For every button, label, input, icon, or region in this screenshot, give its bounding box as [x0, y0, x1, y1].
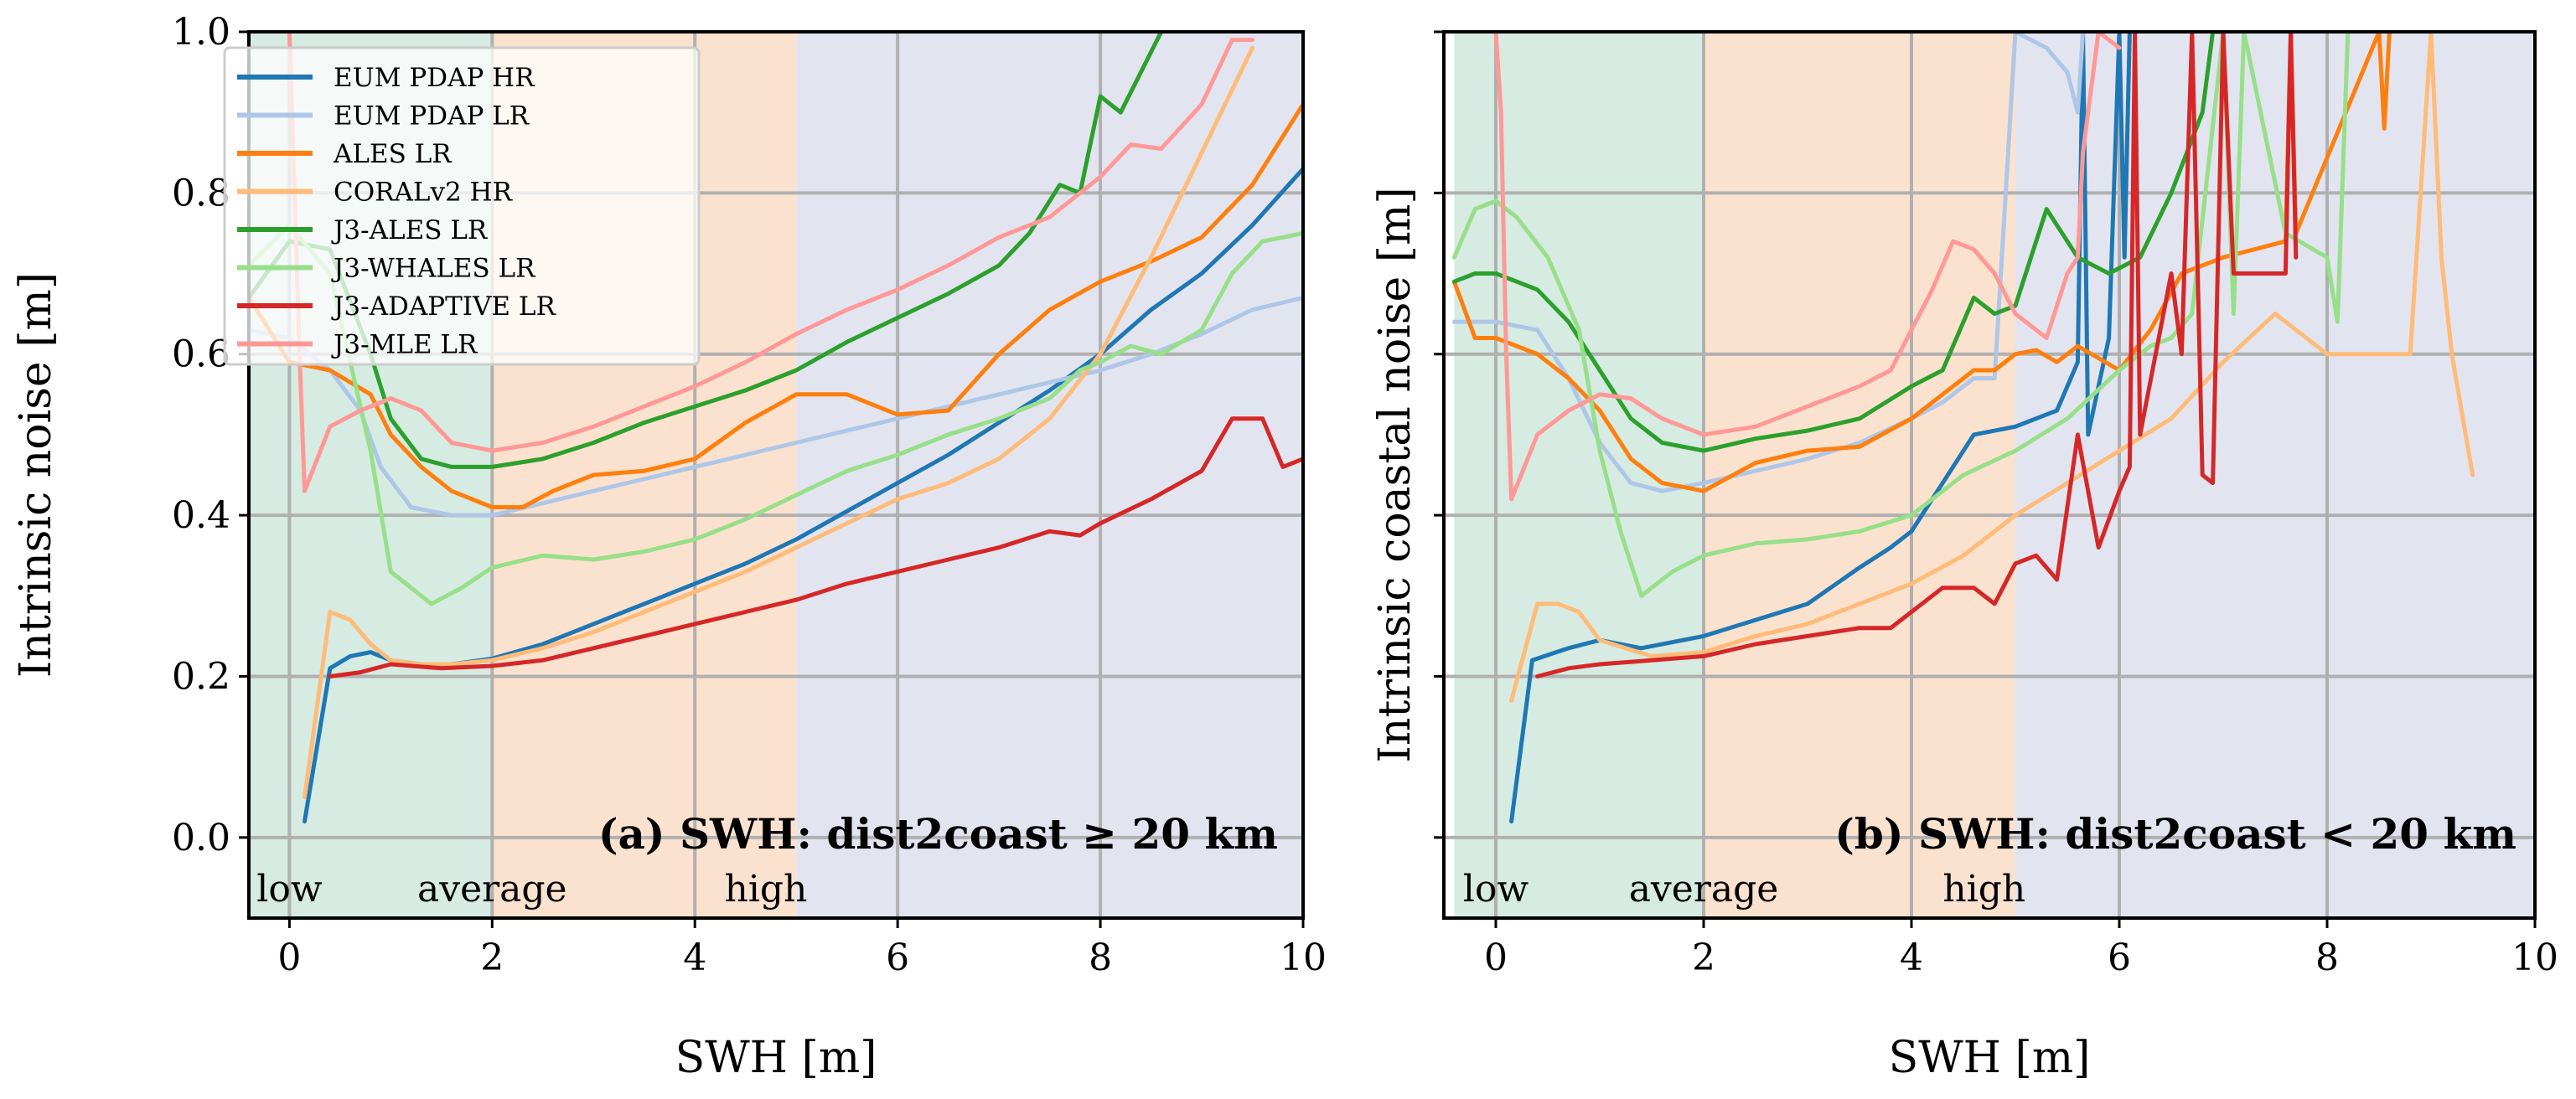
x-tick-label: 2 — [480, 936, 504, 979]
series-line-coralv2-hr — [1509, 32, 2475, 703]
legend-label-j3-adaptive-lr: J3-ADAPTIVE LR — [331, 292, 556, 322]
x-tick-label: 2 — [1692, 936, 1715, 979]
panel-a: 0 2 4 6 8 10 0.0 0.2 0.4 0.6 0.8 1.0 low average hig… — [11, 11, 1327, 1083]
panel-a-ylabel: Intrinsic noise [m] — [11, 272, 61, 678]
regime-label-low: low — [1463, 868, 1529, 911]
legend-label-ales-lr: ALES LR — [333, 139, 453, 169]
legend-label-coralv2-hr: CORALv2 HR — [334, 178, 514, 208]
panel-b-regime-labels: low average high — [1463, 868, 2025, 911]
regime-band-low — [1454, 32, 1704, 918]
series-line-j3-mle-lr — [287, 32, 1254, 493]
panel-a-series — [249, 32, 1303, 824]
legend-label-eum-pdap-lr: EUM PDAP LR — [334, 101, 530, 132]
panel-a-y-ticks: 0.0 0.2 0.4 0.6 0.8 1.0 — [172, 11, 249, 859]
regime-label-average: average — [417, 868, 567, 911]
x-tick-label: 6 — [2108, 936, 2131, 979]
panel-a-x-ticks: 0 2 4 6 8 10 — [277, 918, 1327, 979]
panel-b-frame — [1442, 30, 2537, 920]
regime-band-average — [1704, 32, 2015, 918]
y-tick-label: 0.8 — [172, 172, 230, 214]
series-line-j3-whales-lr — [1451, 32, 2351, 598]
panel-a-xlabel: SWH [m] — [675, 1033, 877, 1083]
panel-b-xlabel: SWH [m] — [1889, 1033, 2091, 1083]
series-line-j3-whales-lr — [249, 223, 1303, 606]
y-tick-label: 0.6 — [172, 333, 230, 376]
series-line-ales-lr — [249, 102, 1303, 509]
regime-label-high: high — [724, 868, 807, 911]
series-line-eum-pdap-lr — [249, 295, 1303, 518]
panel-b-title: (b) SWH: dist2coast < 20 km — [1834, 809, 2517, 859]
regime-label-low: low — [256, 868, 323, 911]
x-tick-label: 6 — [886, 936, 909, 979]
panel-b-x-ticks: 0 2 4 6 8 10 — [1484, 918, 2558, 979]
panel-b-regime-bands — [1454, 32, 2535, 918]
y-tick-label: 0.4 — [172, 494, 230, 537]
x-tick-label: 8 — [2315, 936, 2339, 979]
x-tick-label: 10 — [2511, 936, 2558, 979]
legend-label-j3-ales-lr: J3-ALES LR — [331, 215, 489, 245]
series-line-j3-ales-lr — [1451, 32, 2226, 453]
legend-label-eum-pdap-hr: EUM PDAP HR — [334, 63, 535, 93]
legend-label-j3-whales-lr: J3-WHALES LR — [331, 254, 536, 284]
series-line-coralv2-hr — [303, 45, 1254, 800]
x-tick-label: 8 — [1089, 936, 1112, 979]
panel-a-title: (a) SWH: dist2coast ≥ 20 km — [598, 809, 1278, 859]
regime-band-high — [796, 32, 1303, 918]
panel-a-regime-labels: low average high — [256, 868, 807, 911]
x-tick-label: 0 — [1484, 936, 1508, 979]
y-tick-label: 1.0 — [172, 11, 230, 54]
legend-box — [223, 46, 701, 366]
x-tick-label: 10 — [1280, 936, 1327, 979]
x-tick-label: 0 — [277, 936, 301, 979]
series-line-j3-adaptive-lr — [328, 416, 1303, 678]
legend-label-j3-mle-lr: J3-MLE LR — [331, 330, 478, 360]
panel-b-series — [1451, 32, 2475, 824]
y-tick-label: 0.2 — [172, 655, 230, 698]
panel-b: 0 2 4 6 8 10 low average high (b) SWH: dist2coa… — [1370, 30, 2558, 1083]
regime-label-average: average — [1629, 868, 1779, 911]
x-tick-label: 4 — [683, 936, 706, 979]
panel-b-ylabel: Intrinsic coastal noise [m] — [1370, 187, 1420, 762]
series-line-j3-adaptive-lr — [1535, 32, 2299, 678]
series-line-j3-mle-lr — [1493, 32, 2122, 502]
legend-entries: EUM PDAP HR EUM PDAP LR ALES LR CORALv2 HR J… — [237, 63, 556, 360]
series-line-eum-pdap-hr — [1509, 32, 2132, 824]
regime-band-high — [2015, 32, 2535, 918]
panel-b-y-ticks — [1434, 30, 1444, 839]
y-tick-label: 0.0 — [172, 817, 230, 859]
regime-label-high: high — [1942, 868, 2025, 911]
panel-a-frame — [247, 30, 1305, 920]
x-tick-label: 4 — [1900, 936, 1923, 979]
legend: EUM PDAP HR EUM PDAP LR ALES LR CORALv2 HR J… — [223, 46, 701, 366]
